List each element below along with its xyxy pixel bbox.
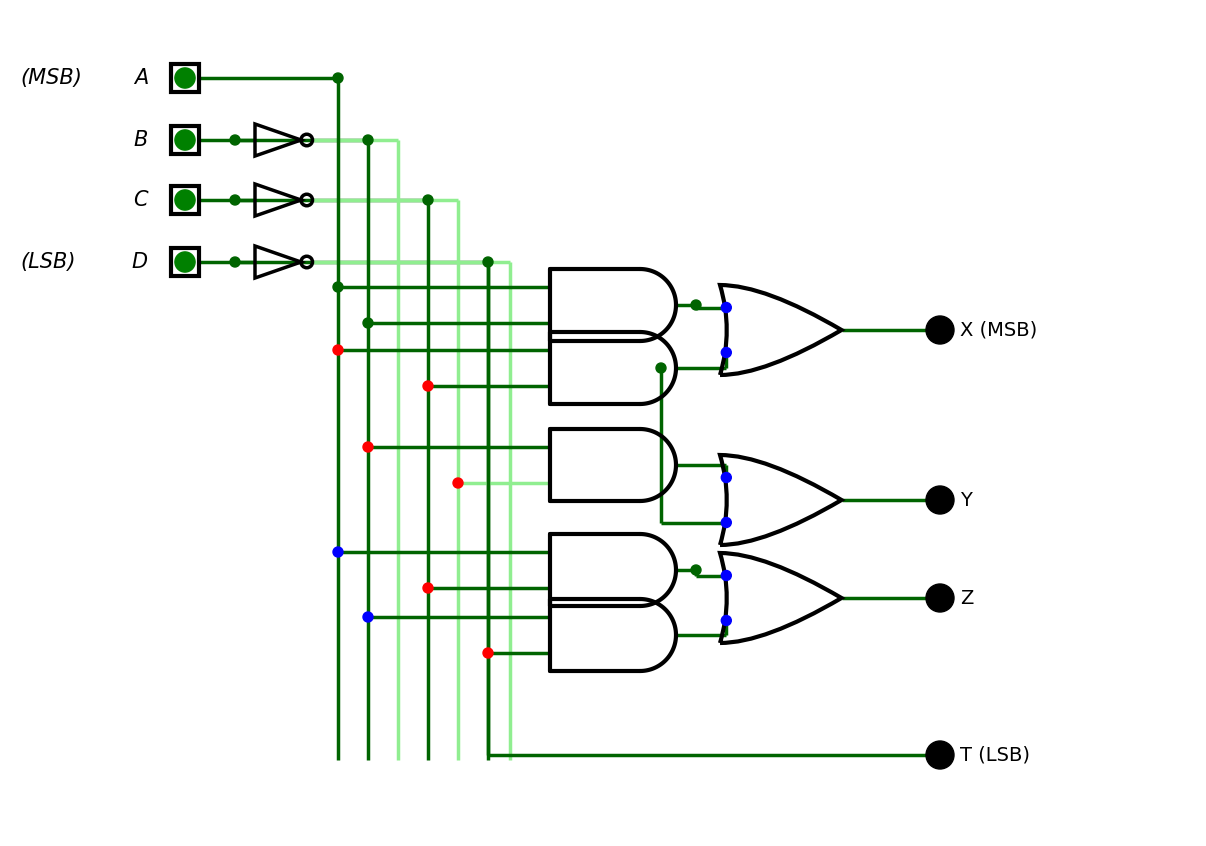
Circle shape (333, 282, 343, 292)
Circle shape (926, 584, 954, 612)
Text: C: C (134, 190, 148, 210)
Circle shape (926, 316, 954, 344)
Text: B: B (134, 130, 148, 150)
Text: (LSB): (LSB) (21, 252, 76, 272)
Text: Y: Y (960, 491, 972, 509)
Text: A: A (134, 68, 148, 88)
Circle shape (175, 190, 195, 210)
Bar (171, 64, 199, 92)
Circle shape (175, 68, 195, 88)
Circle shape (453, 478, 463, 488)
Circle shape (423, 195, 433, 205)
Text: Z: Z (960, 589, 973, 607)
Circle shape (482, 257, 493, 267)
Circle shape (721, 570, 731, 580)
Circle shape (230, 135, 240, 145)
Circle shape (926, 741, 954, 769)
Circle shape (423, 583, 433, 593)
Circle shape (363, 442, 373, 452)
Circle shape (423, 381, 433, 391)
Text: X (MSB): X (MSB) (960, 321, 1037, 339)
Bar (171, 126, 199, 154)
Circle shape (333, 547, 343, 557)
Circle shape (363, 318, 373, 328)
Circle shape (721, 303, 731, 312)
Circle shape (363, 612, 373, 622)
Circle shape (363, 135, 373, 145)
Circle shape (333, 73, 343, 83)
Circle shape (926, 486, 954, 514)
Circle shape (230, 195, 240, 205)
Circle shape (721, 473, 731, 482)
Circle shape (482, 648, 493, 658)
Bar (171, 186, 199, 214)
Circle shape (721, 616, 731, 625)
Bar (171, 248, 199, 276)
Circle shape (333, 345, 343, 355)
Circle shape (656, 363, 666, 373)
Circle shape (721, 348, 731, 358)
Circle shape (230, 257, 240, 267)
Text: (MSB): (MSB) (21, 68, 82, 88)
Circle shape (691, 565, 701, 575)
Text: D: D (131, 252, 148, 272)
Circle shape (721, 518, 731, 528)
Circle shape (175, 130, 195, 150)
Circle shape (691, 300, 701, 310)
Circle shape (175, 252, 195, 272)
Text: T (LSB): T (LSB) (960, 745, 1030, 765)
